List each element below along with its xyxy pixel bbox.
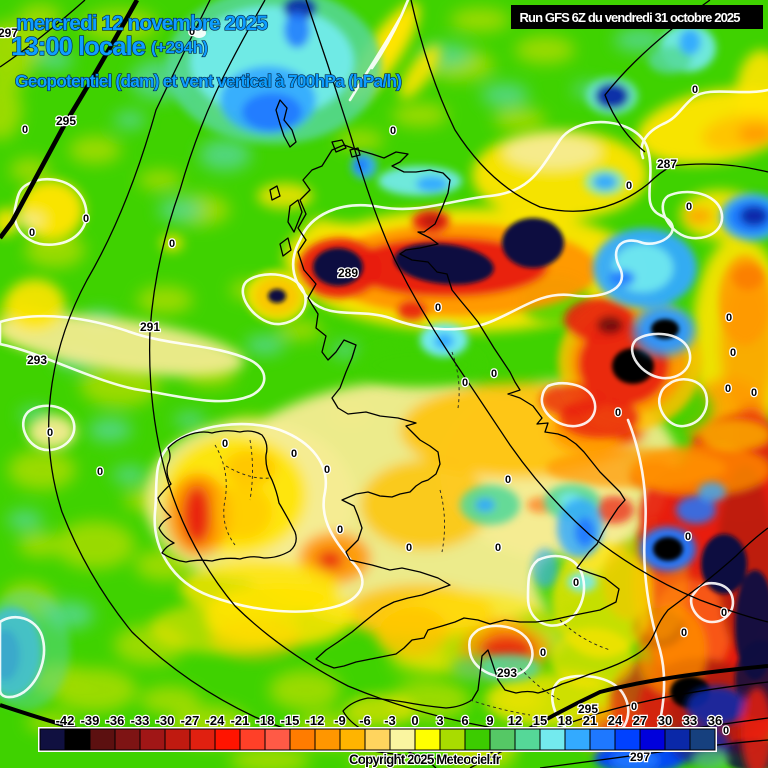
svg-text:Geopotentiel (dam) et vent ver: Geopotentiel (dam) et vent vertical à 70… (15, 71, 402, 91)
svg-text:0: 0 (723, 725, 729, 737)
svg-text:33: 33 (683, 713, 697, 728)
svg-text:-15: -15 (281, 713, 300, 728)
svg-text:0: 0 (730, 347, 736, 359)
svg-text:0: 0 (751, 387, 757, 399)
svg-text:-21: -21 (231, 713, 250, 728)
svg-text:0: 0 (406, 542, 412, 554)
svg-text:-36: -36 (106, 713, 125, 728)
svg-text:0: 0 (324, 464, 330, 476)
svg-text:0: 0 (540, 647, 546, 659)
svg-text:289: 289 (338, 266, 358, 280)
svg-text:0: 0 (505, 474, 511, 486)
svg-text:0: 0 (462, 377, 468, 389)
svg-text:24: 24 (608, 713, 623, 728)
svg-text:0: 0 (337, 524, 343, 536)
svg-text:-9: -9 (334, 713, 346, 728)
svg-text:mercredi 12 novembre 2025: mercredi 12 novembre 2025 (16, 12, 268, 35)
svg-text:21: 21 (583, 713, 597, 728)
svg-text:0: 0 (169, 238, 175, 250)
svg-text:Copyright 2025 Meteociel.fr: Copyright 2025 Meteociel.fr (349, 752, 502, 767)
svg-text:-42: -42 (56, 713, 75, 728)
svg-text:30: 30 (658, 713, 672, 728)
svg-text:0: 0 (626, 180, 632, 192)
svg-text:0: 0 (721, 607, 727, 619)
svg-text:295: 295 (578, 702, 598, 716)
svg-text:27: 27 (633, 713, 647, 728)
svg-text:0: 0 (435, 302, 441, 314)
svg-text:0: 0 (83, 213, 89, 225)
svg-text:-24: -24 (206, 713, 226, 728)
svg-text:293: 293 (27, 353, 47, 367)
svg-text:0: 0 (47, 427, 53, 439)
svg-text:0: 0 (411, 713, 418, 728)
svg-text:-30: -30 (156, 713, 175, 728)
svg-text:0: 0 (222, 438, 228, 450)
svg-text:0: 0 (22, 124, 28, 136)
svg-text:0: 0 (631, 701, 637, 713)
svg-text:Run GFS 6Z du vendredi 31 octo: Run GFS 6Z du vendredi 31 octobre 2025 (520, 10, 741, 25)
svg-text:-6: -6 (359, 713, 371, 728)
svg-text:0: 0 (291, 448, 297, 460)
svg-text:297: 297 (0, 26, 18, 40)
svg-text:-18: -18 (256, 713, 275, 728)
svg-text:0: 0 (615, 407, 621, 419)
svg-text:0: 0 (29, 227, 35, 239)
svg-text:(+294h): (+294h) (151, 38, 208, 57)
svg-text:0: 0 (495, 542, 501, 554)
svg-text:36: 36 (708, 713, 722, 728)
svg-text:293: 293 (497, 666, 517, 680)
svg-text:9: 9 (486, 713, 493, 728)
svg-text:287: 287 (657, 157, 677, 171)
svg-text:12: 12 (508, 713, 522, 728)
svg-text:-3: -3 (384, 713, 396, 728)
svg-text:0: 0 (686, 201, 692, 213)
svg-text:0: 0 (692, 84, 698, 96)
svg-text:0: 0 (726, 312, 732, 324)
svg-text:-12: -12 (306, 713, 325, 728)
svg-text:0: 0 (573, 577, 579, 589)
svg-text:0: 0 (491, 368, 497, 380)
svg-text:0: 0 (681, 627, 687, 639)
svg-text:13:00 locale: 13:00 locale (11, 31, 146, 61)
svg-text:297: 297 (630, 750, 650, 764)
svg-text:0: 0 (725, 383, 731, 395)
svg-text:0: 0 (97, 466, 103, 478)
svg-text:295: 295 (56, 114, 76, 128)
svg-text:0: 0 (390, 125, 396, 137)
svg-text:6: 6 (461, 713, 468, 728)
svg-text:0: 0 (189, 26, 195, 38)
svg-text:18: 18 (558, 713, 572, 728)
svg-text:-33: -33 (131, 713, 150, 728)
svg-text:-27: -27 (181, 713, 200, 728)
svg-text:291: 291 (140, 320, 160, 334)
svg-text:3: 3 (436, 713, 443, 728)
svg-text:15: 15 (533, 713, 547, 728)
svg-text:0: 0 (685, 531, 691, 543)
svg-text:-39: -39 (81, 713, 100, 728)
